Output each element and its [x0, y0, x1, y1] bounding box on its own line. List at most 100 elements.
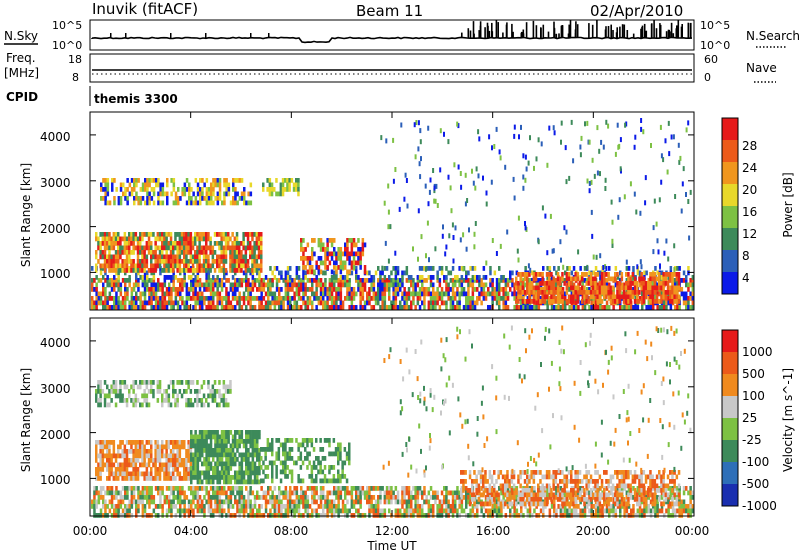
velocity-cell [407, 508, 411, 514]
power-cell [224, 250, 228, 255]
power-cell [154, 305, 158, 310]
power-cell [306, 242, 310, 248]
power-cell [212, 178, 215, 183]
velocity-cell [150, 486, 153, 491]
velocity-cell [680, 504, 684, 509]
velocity-cell [125, 467, 129, 472]
velocity-cell [421, 495, 424, 500]
power-cell [631, 294, 635, 300]
power-cell [462, 232, 465, 238]
power-cell [611, 238, 614, 244]
velocity-cell [130, 444, 133, 450]
power-cell [216, 178, 220, 183]
power-cell [427, 275, 431, 280]
power-cell [114, 232, 118, 237]
power-cell [207, 191, 211, 197]
power-cell [673, 243, 676, 249]
power-cell [141, 300, 145, 306]
power-cell [322, 305, 325, 310]
power-cell [275, 287, 279, 292]
power-cell [284, 291, 288, 297]
power-cell [124, 305, 127, 310]
power-cell [522, 174, 525, 180]
velocity-cell [234, 486, 237, 491]
velocity-cell [220, 508, 224, 514]
power-cell [442, 224, 444, 230]
power-cell [433, 185, 436, 191]
velocity-cell [300, 499, 303, 505]
power-cell [440, 270, 444, 276]
power-cell [214, 278, 217, 283]
power-cell [682, 270, 686, 276]
nsearch-bar [110, 33, 112, 38]
power-cell [242, 278, 246, 283]
power-cell [403, 305, 406, 310]
power-cell [245, 305, 248, 310]
velocity-cell [449, 504, 453, 509]
power-cell [650, 143, 652, 148]
velocity-cell [108, 486, 112, 491]
power-cell [257, 245, 261, 251]
power-cell [596, 294, 599, 300]
power-cell [337, 247, 340, 252]
power-cell [179, 291, 182, 297]
nsearch-bar [604, 29, 607, 38]
power-cell [401, 291, 404, 297]
velocity-cell [374, 486, 378, 491]
power-cell [511, 278, 514, 283]
power-cell [203, 296, 206, 301]
power-cell [572, 285, 575, 291]
power-cell [548, 272, 551, 277]
power-cell [278, 291, 281, 297]
power-cell [324, 287, 327, 292]
power-cell [178, 263, 182, 269]
nsky-trace [91, 20, 693, 44]
velocity-cell [438, 504, 442, 509]
power-cell [210, 191, 213, 197]
power-cell [563, 225, 566, 231]
power-cell [288, 178, 291, 183]
velocity-cell [207, 504, 211, 509]
power-cell [159, 187, 162, 192]
velocity-cell [247, 490, 250, 496]
nsearch-bar [488, 30, 491, 38]
power-cell [328, 296, 332, 301]
power-cell [240, 268, 243, 273]
power-cell [216, 278, 219, 283]
velocity-cell [247, 499, 250, 505]
velocity-cell [454, 495, 457, 500]
velocity-cell [183, 495, 186, 500]
power-cell [214, 305, 217, 310]
power-cell [135, 270, 138, 276]
power-cell [326, 300, 329, 306]
power-cell [124, 196, 127, 201]
power-cell [128, 305, 131, 310]
velocity-cell [95, 458, 98, 463]
power-cell [183, 232, 186, 237]
power-cell [168, 275, 171, 280]
power-cell [454, 291, 457, 297]
power-cell [108, 291, 112, 297]
power-cell [108, 263, 111, 269]
velocity-cell [176, 508, 180, 514]
power-cell [416, 291, 420, 297]
power-cell [172, 263, 175, 269]
velocity-cell [251, 513, 255, 518]
power-cell [465, 296, 468, 301]
power-cell [117, 196, 121, 201]
power-cell [649, 285, 652, 291]
power-cell [280, 305, 283, 310]
power-cell [172, 275, 175, 280]
velocity-cell [207, 508, 211, 514]
power-cell [443, 275, 446, 280]
velocity-cell [143, 449, 146, 454]
power-cell [476, 300, 479, 306]
velocity-cell [102, 504, 105, 509]
velocity-cell [429, 504, 433, 509]
freq-unit: [MHz] [4, 66, 39, 80]
power-cell [691, 275, 695, 280]
velocity-cell [443, 495, 446, 500]
power-cell [172, 200, 176, 206]
power-cell [284, 296, 288, 301]
power-cell [416, 278, 420, 283]
